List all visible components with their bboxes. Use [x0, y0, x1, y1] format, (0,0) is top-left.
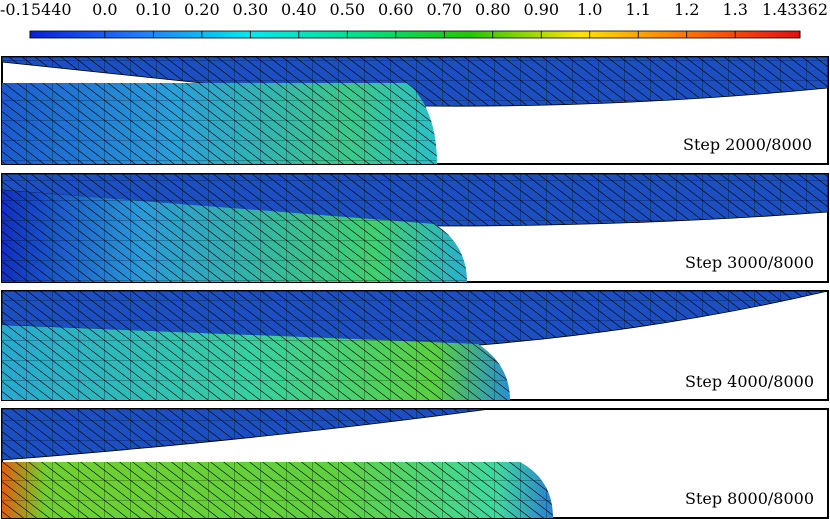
tick-label: 0.80: [475, 0, 511, 19]
panel: Step 3000/8000: [1, 173, 829, 283]
tick-label: 0.30: [233, 0, 269, 19]
tick-label: 0.0: [92, 0, 117, 19]
mesh: [2, 174, 828, 282]
tick-label: 1.1: [626, 0, 651, 19]
tick-label: 1.0: [577, 0, 602, 19]
step-label: Step 8000/8000: [685, 489, 814, 508]
tick-label: 0.60: [378, 0, 414, 19]
step-label: Step 4000/8000: [685, 372, 814, 391]
tick-label: 1.2: [674, 0, 699, 19]
tick-label: 0.40: [281, 0, 317, 19]
tick-label: 0.90: [523, 0, 559, 19]
tick-label: 1.3: [722, 0, 747, 19]
colorbar-gradient: [29, 30, 801, 39]
panel: Step 8000/8000: [1, 408, 829, 519]
mesh: [2, 57, 828, 164]
tick-label: 0.70: [426, 0, 462, 19]
tick-label: 0.10: [136, 0, 172, 19]
panel: Step 2000/8000: [1, 56, 829, 165]
tick-label: 0.20: [184, 0, 220, 19]
step-label: Step 2000/8000: [683, 135, 812, 154]
mesh: [2, 409, 553, 518]
mesh: [2, 291, 828, 400]
colorbar: -0.15440 0.0 0.10 0.20 0.30 0.40 0.50 0.60 0.70 0…: [0, 0, 828, 39]
tick-label: 0.50: [329, 0, 365, 19]
panel: Step 4000/8000: [1, 290, 829, 401]
step-label: Step 3000/8000: [685, 253, 814, 272]
tick-label: -0.15440: [0, 0, 72, 19]
tick-label: 1.43362: [762, 0, 828, 19]
